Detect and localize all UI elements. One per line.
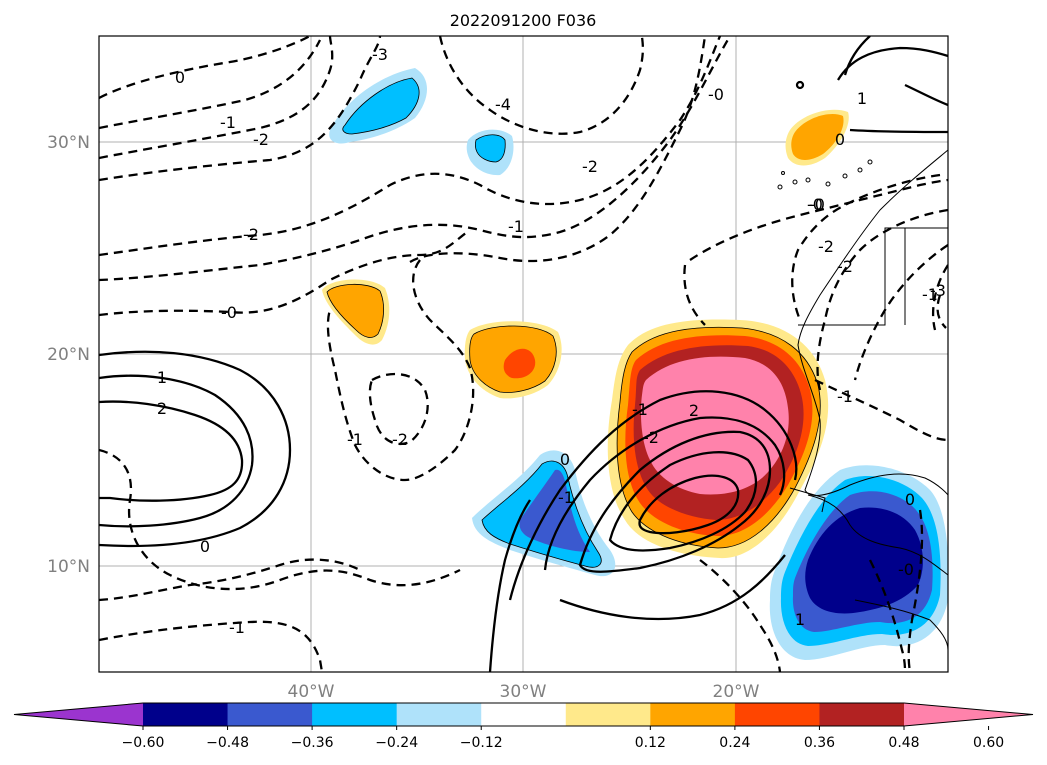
colorbar-tick-label: −0.48 (206, 735, 249, 751)
colorbar-segment (227, 703, 313, 726)
colorbar: −0.60 −0.48 −0.36 −0.24 −0.12 0.12 0.24 0.36 0.4… (13, 702, 1034, 751)
lat-label-30n: 30°N (47, 133, 90, 153)
svg-text:-1: -1 (347, 430, 363, 449)
svg-text:-2: -2 (253, 130, 269, 149)
lon-label-40w: 40°W (288, 682, 335, 702)
svg-text:-2: -2 (837, 257, 853, 276)
svg-text:-2: -2 (582, 157, 598, 176)
svg-text:0: 0 (200, 537, 210, 556)
svg-text:0: 0 (905, 490, 915, 509)
colorbar-tick-label: 0.48 (888, 735, 919, 751)
lon-label-20w: 20°W (713, 682, 760, 702)
lat-label-20n: 20°N (47, 345, 90, 365)
svg-text:-3: -3 (930, 281, 946, 300)
colorbar-segment (312, 703, 398, 726)
svg-text:1: 1 (157, 368, 167, 387)
svg-text:-1: -1 (229, 618, 245, 637)
map-frame (98, 35, 949, 673)
negative-contours (99, 36, 948, 672)
svg-text:1: 1 (857, 89, 867, 108)
svg-text:-2: -2 (392, 430, 408, 449)
positive-contours (99, 36, 948, 672)
colorbar-segment (396, 703, 482, 726)
lat-labels: 30°N 20°N 10°N (47, 133, 90, 577)
colorbar-tick-label: 0.12 (635, 735, 666, 751)
svg-text:-1: -1 (220, 113, 236, 132)
svg-text:2: 2 (157, 399, 167, 418)
colorbar-segment (819, 703, 905, 726)
svg-text:-1: -1 (922, 285, 938, 304)
svg-text:-0: -0 (809, 195, 825, 214)
svg-text:-1: -1 (632, 400, 648, 419)
coastlines (777, 149, 948, 651)
svg-text:-2: -2 (643, 428, 659, 447)
svg-text:0: 0 (560, 450, 570, 469)
svg-text:-1: -1 (558, 488, 574, 507)
colorbar-extend-high (904, 703, 1033, 726)
map-area: 0 -1 -2 -3 -4 -0 -2 -2 -1 -2 -0 -1 -2 -1… (99, 36, 948, 672)
colorbar-tick-label: 0.24 (719, 735, 750, 751)
svg-text:-2: -2 (243, 225, 259, 244)
colorbar-segment (143, 703, 229, 726)
colorbar-segment (650, 703, 736, 726)
svg-text:-3: -3 (372, 45, 388, 64)
svg-text:-0: -0 (898, 560, 914, 579)
colorbar-segment (481, 703, 567, 726)
colorbar-tick-label: −0.60 (122, 735, 165, 751)
svg-text:2: 2 (689, 401, 699, 420)
colorbar-tick-label: −0.36 (291, 735, 334, 751)
colorbar-segment (734, 703, 820, 726)
lon-labels: 40°W 30°W 20°W (288, 682, 760, 702)
contour-labels: 0 -1 -2 -3 -4 -0 -2 -2 -1 -2 -0 -1 -2 -1… (157, 45, 946, 637)
colorbar-tick-label: −0.24 (375, 735, 418, 751)
positive-blob-main (607, 319, 829, 559)
svg-text:-0: -0 (708, 85, 724, 104)
svg-text:-1: -1 (508, 217, 524, 236)
svg-text:0: 0 (835, 130, 845, 149)
svg-text:-0: -0 (807, 195, 823, 214)
svg-text:-0: -0 (221, 303, 237, 322)
lat-label-10n: 10°N (47, 557, 90, 577)
colorbar-tick-label: 0.60 (973, 735, 1004, 751)
colorbar-segment (565, 703, 651, 726)
colorbar-tick-label: 0.36 (804, 735, 835, 751)
colorbar-extend-low (14, 703, 143, 726)
shaded-anomalies (322, 68, 948, 660)
svg-text:-2: -2 (818, 237, 834, 256)
svg-text:-4: -4 (495, 95, 511, 114)
svg-text:1: 1 (795, 610, 805, 629)
lon-label-30w: 30°W (500, 682, 547, 702)
colorbar-tick-label: −0.12 (460, 735, 503, 751)
figure-title: 2022091200 F036 (450, 11, 597, 30)
svg-text:-1: -1 (837, 387, 853, 406)
svg-text:0: 0 (175, 68, 185, 87)
